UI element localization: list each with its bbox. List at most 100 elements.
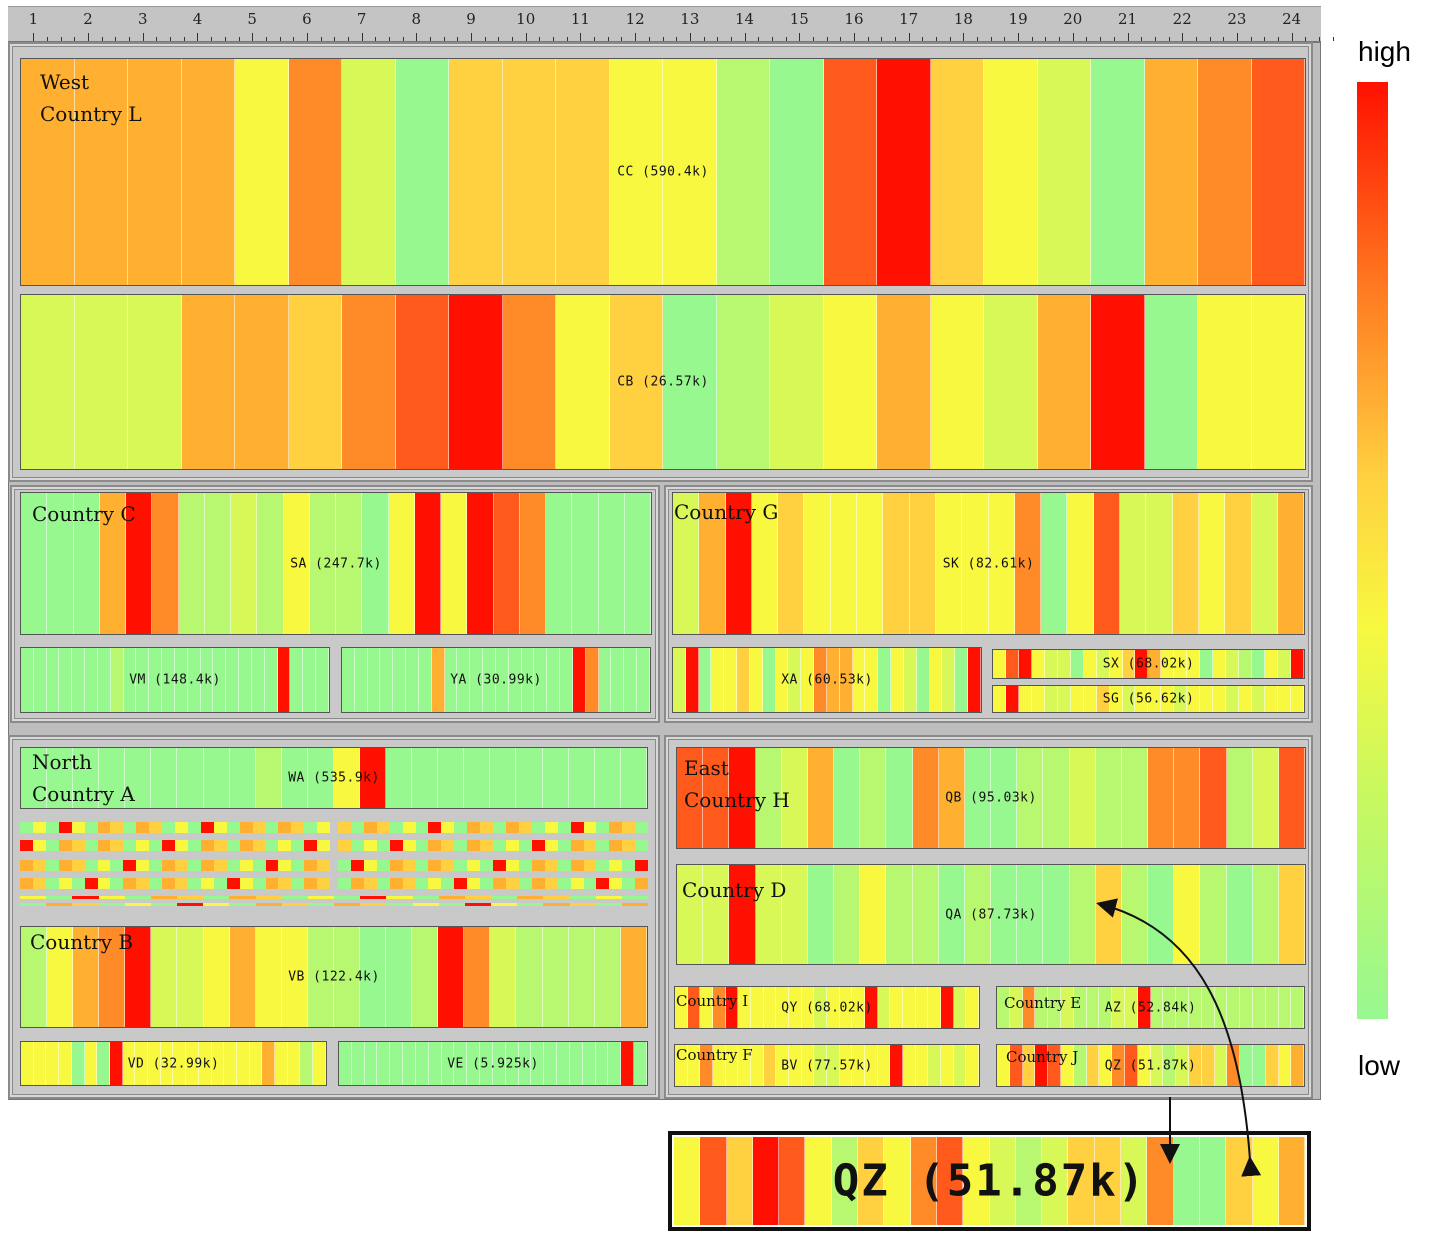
heatmap-cell xyxy=(200,860,214,871)
heatmap-cell xyxy=(99,748,126,808)
heatmap-cell xyxy=(935,493,963,634)
heatmap-cell xyxy=(534,648,548,712)
heatmap-cell xyxy=(568,748,595,808)
heatmap-cell xyxy=(964,865,992,964)
heatmap-cell xyxy=(200,648,214,712)
heatmap-cell xyxy=(1031,650,1045,678)
heatmap-cell xyxy=(428,840,442,851)
ruler-minor-tick xyxy=(881,37,883,41)
heatmap-cell xyxy=(395,295,449,469)
ruler-tick-label: 7 xyxy=(356,10,367,28)
heatmap-cell xyxy=(1120,493,1147,634)
treemap-leaf: QA (87.73k) xyxy=(676,864,1306,965)
heatmap-cell xyxy=(304,840,318,851)
heatmap-cell xyxy=(1148,686,1162,712)
heatmap-cell xyxy=(354,648,368,712)
heatmap-cell xyxy=(801,1045,815,1086)
ruler-tick-label: 16 xyxy=(844,10,864,28)
heatmap-cell xyxy=(781,865,808,964)
heatmap-cell xyxy=(834,748,861,848)
heatmap-cell xyxy=(1041,493,1068,634)
heatmap-cell xyxy=(20,903,47,906)
heatmap-cell xyxy=(1201,1045,1215,1086)
heatmap-cell xyxy=(1044,650,1058,678)
heatmap-cell xyxy=(262,1042,276,1085)
ruler-minor-tick xyxy=(211,37,213,41)
heatmap-cell xyxy=(852,987,866,1028)
heatmap-cell xyxy=(123,840,137,851)
heatmap-cell xyxy=(569,903,596,906)
heatmap-cell xyxy=(480,878,494,889)
heatmap-cell xyxy=(675,1045,688,1086)
heatmap-cell xyxy=(177,748,204,808)
heatmap-cell xyxy=(283,493,310,634)
heatmap-cell xyxy=(1112,1045,1125,1086)
zoom-cell xyxy=(1173,1137,1200,1225)
heatmap-cell xyxy=(738,987,752,1028)
ruler-minor-tick xyxy=(279,37,281,41)
heatmap-cell xyxy=(402,860,416,871)
heatmap-cell xyxy=(839,648,853,712)
heatmap-cell xyxy=(1174,686,1188,712)
heatmap-cell xyxy=(1083,686,1097,712)
heatmap-cell xyxy=(213,840,227,851)
heatmap-cell xyxy=(412,896,439,899)
heatmap-cell xyxy=(389,840,403,851)
heatmap-cell xyxy=(97,1042,110,1085)
heatmap-cell xyxy=(480,840,494,851)
ruler-minor-tick xyxy=(539,37,541,41)
heatmap-cell xyxy=(1109,650,1123,678)
heatmap-cell xyxy=(1121,748,1149,848)
heatmap-cell xyxy=(1200,748,1227,848)
heatmap-cell xyxy=(544,860,558,871)
heatmap-cell xyxy=(1174,748,1201,848)
ruler-tick-label: 13 xyxy=(680,10,700,28)
legend-high-label: high xyxy=(1358,36,1411,67)
heatmap-cell xyxy=(865,1045,878,1086)
heatmap-cell xyxy=(1037,295,1091,469)
heatmap-cell xyxy=(46,903,73,906)
heatmap-cell xyxy=(428,860,442,871)
ruler-minor-tick xyxy=(347,37,349,41)
heatmap-cell xyxy=(517,896,544,899)
heatmap-cell xyxy=(304,860,318,871)
heatmap-cell xyxy=(226,822,240,833)
heatmap-cell xyxy=(583,878,597,889)
heatmap-cell xyxy=(454,840,468,851)
heatmap-cell xyxy=(467,840,481,851)
heatmap-cell xyxy=(673,648,686,712)
heatmap-cell xyxy=(1067,493,1094,634)
ruler-minor-tick xyxy=(334,37,336,41)
heatmap-cell xyxy=(304,822,318,833)
ruler-tick-mark xyxy=(580,33,582,41)
heatmap-cell xyxy=(45,840,59,851)
heatmap-cell xyxy=(333,748,361,808)
heatmap-cell xyxy=(275,1042,288,1085)
zoom-cell xyxy=(805,1137,832,1225)
heatmap-cell xyxy=(493,493,520,634)
heatmap-cell xyxy=(621,1042,635,1085)
heatmap-cell xyxy=(1163,987,1177,1028)
heatmap-cell xyxy=(388,493,415,634)
heatmap-cell xyxy=(149,878,163,889)
leaf-cells xyxy=(673,648,981,712)
heatmap-cell xyxy=(58,822,72,833)
ruler-minor-tick xyxy=(922,37,924,41)
heatmap-cell xyxy=(464,927,491,1027)
heatmap-cell xyxy=(544,840,558,851)
heatmap-cell xyxy=(32,822,46,833)
heatmap-cell xyxy=(505,878,519,889)
heatmap-cell xyxy=(1022,1045,1036,1086)
ruler-minor-tick xyxy=(867,37,869,41)
ruler-minor-tick xyxy=(895,37,896,41)
heatmap-cell xyxy=(685,648,699,712)
heatmap-cell xyxy=(428,1042,442,1085)
heatmap-cell xyxy=(1187,686,1201,712)
zoom-cell xyxy=(1147,1137,1174,1225)
heatmap-cell xyxy=(595,1042,609,1085)
heatmap-cell xyxy=(97,648,111,712)
heatmap-cell xyxy=(1198,493,1226,634)
heatmap-cell xyxy=(492,1042,506,1085)
heatmap-cell xyxy=(122,1042,136,1085)
heatmap-cell xyxy=(1018,686,1032,712)
